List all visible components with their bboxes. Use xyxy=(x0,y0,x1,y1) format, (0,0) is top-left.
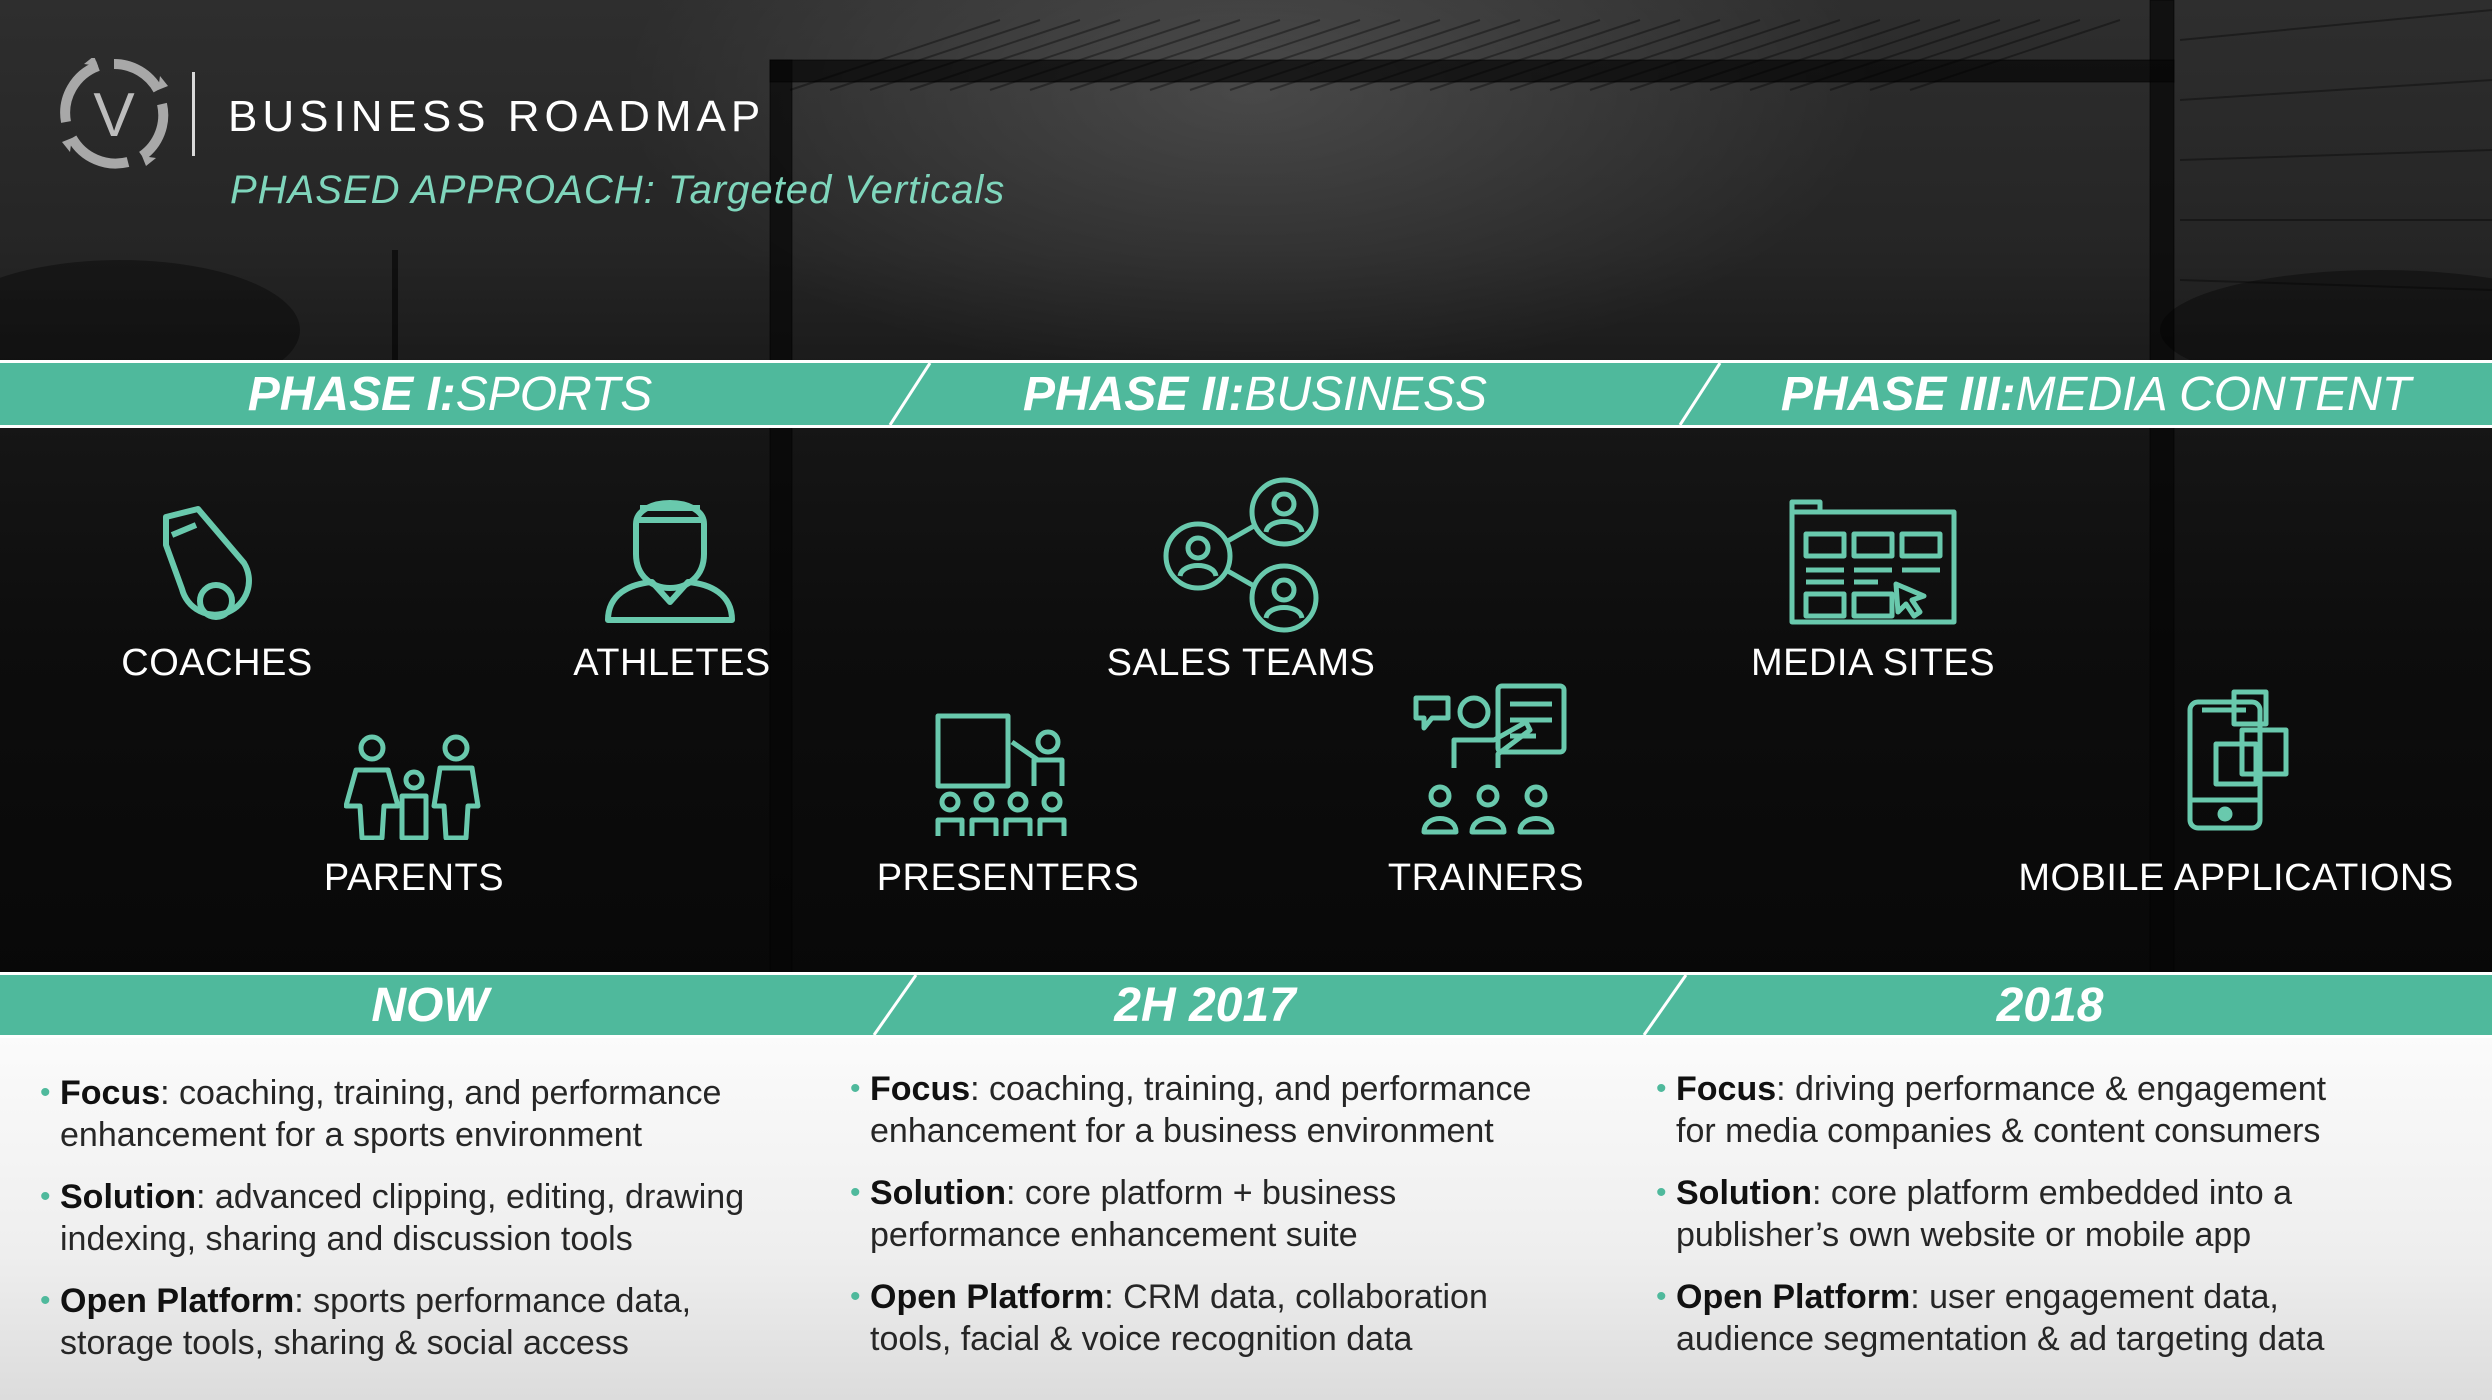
details-column-2h-2017: • Focus: coaching, training, and performa… xyxy=(850,1068,1531,1380)
website-icon xyxy=(1789,499,1957,625)
phase-3-label: PHASE III: MEDIA CONTENT xyxy=(1780,367,2412,421)
logo-icon: V xyxy=(60,58,169,169)
page-subtitle: PHASED APPROACH: Targeted Verticals xyxy=(230,168,1006,212)
vertical-label-mobile-applications: MOBILE APPLICATIONS xyxy=(2018,857,2454,899)
svg-text:V: V xyxy=(93,81,135,150)
details-panel: • Focus: coaching, training, and performa… xyxy=(0,1038,2492,1400)
network-icon xyxy=(1163,477,1319,633)
bullet-focus: • Focus: coaching, training, and performa… xyxy=(850,1070,1532,1150)
vertical-label-sales-teams: SALES TEAMS xyxy=(1106,642,1376,684)
vertical-label-parents: PARENTS xyxy=(323,857,505,899)
presenter-icon xyxy=(935,713,1067,836)
bullet-focus: • Focus: coaching, training, and performa… xyxy=(40,1074,722,1154)
page-title: BUSINESS ROADMAP xyxy=(228,92,766,141)
bullet-open-platform: • Open Platform: CRM data, collaboration t… xyxy=(850,1278,1488,1358)
phase-band: PHASE I: SPORTS PHASE II: BUSINESS PHASE… xyxy=(0,360,2492,428)
vertical-label-athletes: ATHLETES xyxy=(573,642,771,684)
timeline-band-shape xyxy=(0,975,2492,1035)
trainer-icon xyxy=(1413,683,1567,835)
vertical-label-presenters: PRESENTERS xyxy=(876,857,1140,899)
details-column-2018: • Focus: driving performance & engagement… xyxy=(1656,1068,2326,1380)
phase-2-label: PHASE II: BUSINESS xyxy=(1022,367,1488,421)
timeline-band: NOW 2H 2017 2018 xyxy=(0,972,2492,1038)
bullet-solution: • Solution: advanced clipping, editing, d… xyxy=(40,1178,745,1258)
athlete-icon xyxy=(605,500,735,623)
goal-net-background xyxy=(0,0,2492,1000)
mobile-app-icon xyxy=(2187,689,2289,831)
details-column-now: • Focus: coaching, training, and performa… xyxy=(40,1072,744,1384)
timeline-now: NOW xyxy=(371,978,489,1032)
bullet-solution: • Solution: core platform embedded into a… xyxy=(1656,1174,2293,1254)
bullet-open-platform: • Open Platform: sports performance data,… xyxy=(40,1282,692,1362)
bullet-solution: • Solution: core platform + business perfo… xyxy=(850,1174,1397,1254)
vertical-label-media-sites: MEDIA SITES xyxy=(1750,642,1996,684)
timeline-2h-2017: 2H 2017 xyxy=(1114,978,1296,1032)
hero-background xyxy=(0,0,2492,1000)
bullet-focus: • Focus: driving performance & engagement… xyxy=(1656,1070,2327,1150)
header-divider xyxy=(192,72,195,156)
phase-band-shape xyxy=(0,363,2492,425)
whistle-icon xyxy=(163,506,252,620)
vertical-label-coaches: COACHES xyxy=(121,642,313,684)
phase-1-label: PHASE I: SPORTS xyxy=(247,367,653,421)
timeline-2018: 2018 xyxy=(1996,978,2104,1032)
bullet-open-platform: • Open Platform: user engagement data, aud… xyxy=(1656,1278,2325,1358)
family-icon xyxy=(344,734,481,840)
vertical-label-trainers: TRAINERS xyxy=(1387,857,1585,899)
